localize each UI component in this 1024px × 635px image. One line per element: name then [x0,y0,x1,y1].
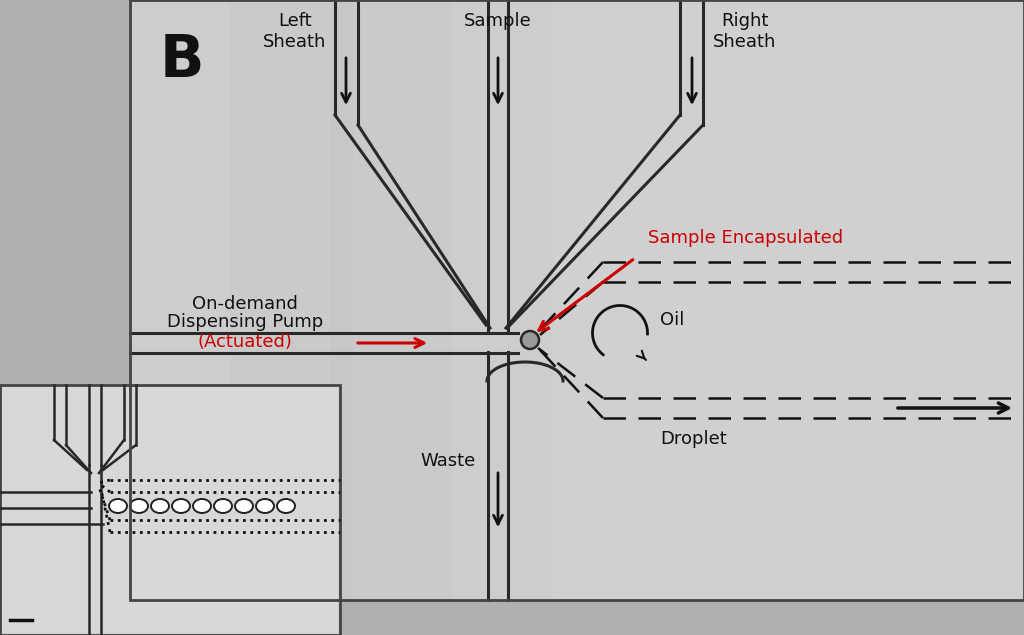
Ellipse shape [151,499,169,513]
Ellipse shape [234,499,253,513]
Bar [130,0,353,600]
Ellipse shape [172,499,190,513]
Ellipse shape [193,499,211,513]
Text: Sample Encapsulated: Sample Encapsulated [648,229,843,247]
Bar [330,0,553,600]
Text: Oil: Oil [660,311,684,329]
Text: On-demand: On-demand [193,295,298,313]
Bar [130,0,1024,600]
Text: Left
Sheath: Left Sheath [263,12,327,51]
Text: Right
Sheath: Right Sheath [714,12,776,51]
Text: Sample: Sample [464,12,531,30]
Bar [230,0,453,600]
Bar [0,385,340,635]
Text: B: B [160,32,205,89]
Bar [130,0,1024,600]
Circle shape [521,331,539,349]
Bar [2,387,338,633]
Ellipse shape [256,499,274,513]
Text: (Actuated): (Actuated) [198,333,293,351]
Text: Waste: Waste [421,452,475,470]
Text: Dispensing Pump: Dispensing Pump [167,313,324,331]
Ellipse shape [109,499,127,513]
Text: Droplet: Droplet [660,430,727,448]
Ellipse shape [278,499,295,513]
Ellipse shape [214,499,232,513]
Ellipse shape [130,499,148,513]
